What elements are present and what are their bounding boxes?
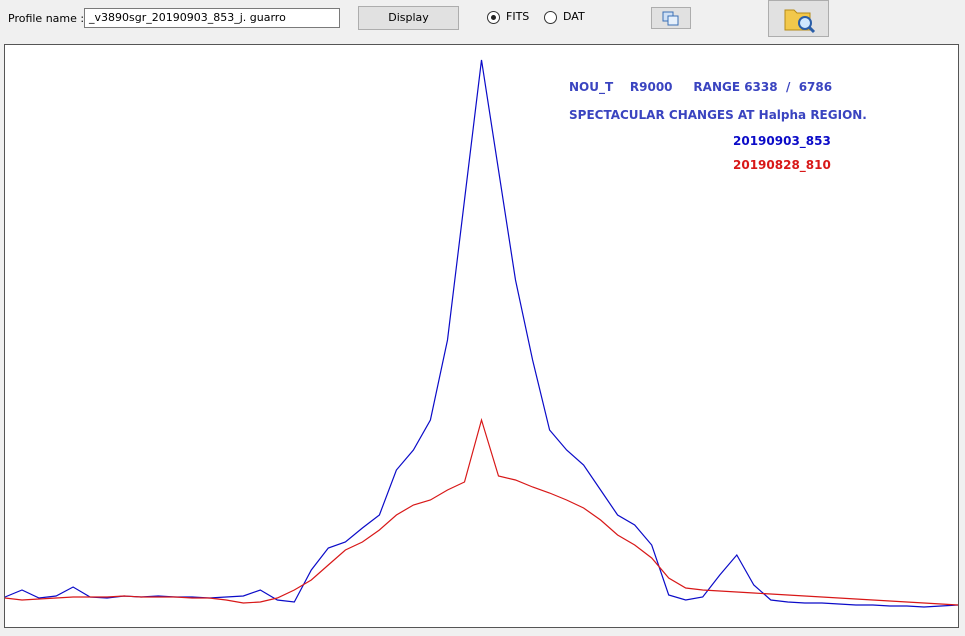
legend-entry: 20190903_853 <box>733 134 831 149</box>
copy-button[interactable] <box>651 7 691 29</box>
spectrum-line <box>4 59 959 608</box>
legend-entry: 20190828_810 <box>733 158 831 173</box>
spectrum-line <box>4 417 959 606</box>
radio-label: FITS <box>506 10 530 23</box>
radio-label: DAT <box>563 10 585 23</box>
open-button[interactable] <box>768 0 829 37</box>
folder-icon <box>784 9 816 34</box>
profile-input[interactable]: _v3890sgr_20190903_853_j. guarro <box>84 8 340 28</box>
annotation: NOU_T R9000 RANGE 6338 / 6786 <box>569 80 832 95</box>
radio-option[interactable]: FITS <box>487 10 529 24</box>
radio-circle <box>544 10 557 24</box>
profile-label: Profile name : <box>8 12 85 25</box>
copy-icon <box>662 11 679 26</box>
radio-option[interactable]: DAT <box>544 10 585 24</box>
spectrum-plot: NOU_T R9000 RANGE 6338 / 6786 SPECTACULA… <box>4 44 959 628</box>
display-button[interactable]: Display <box>358 6 459 30</box>
plot-frame <box>4 44 959 628</box>
annotation: SPECTACULAR CHANGES AT Halpha REGION. <box>569 108 867 122</box>
radio-circle <box>487 10 500 24</box>
